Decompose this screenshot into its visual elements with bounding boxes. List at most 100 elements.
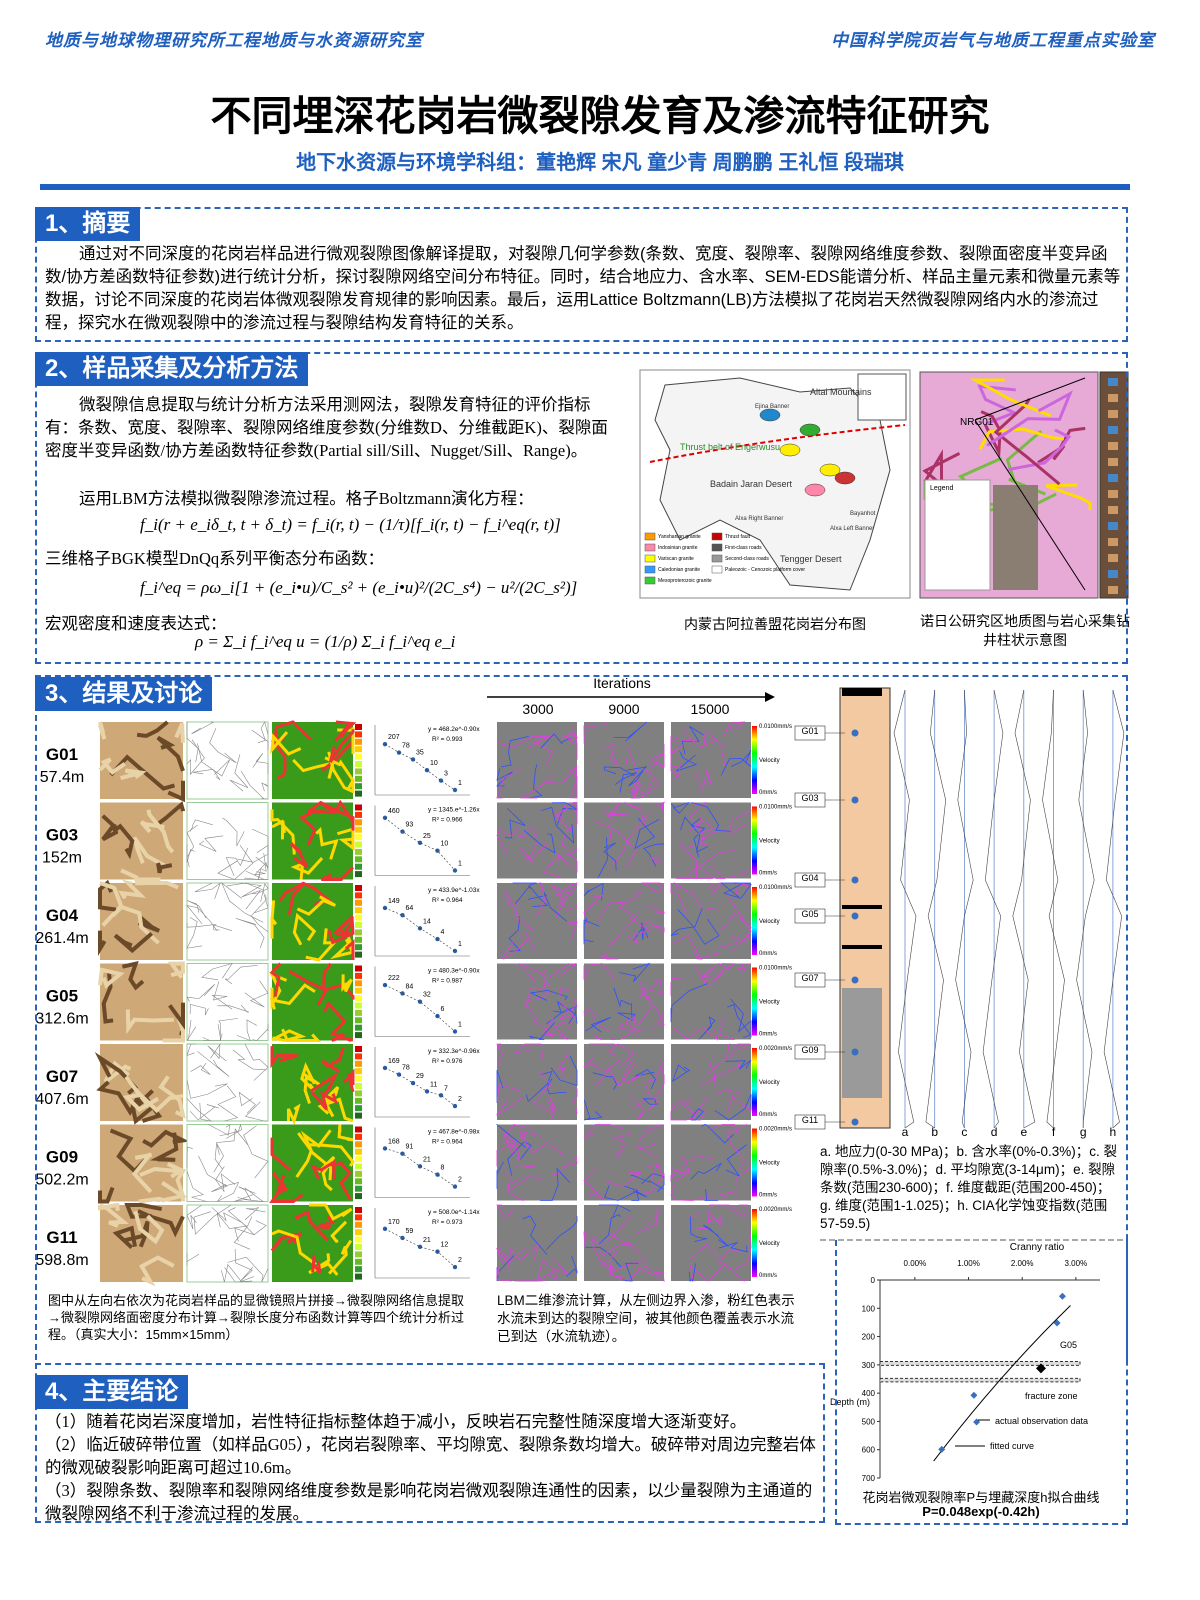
header-rule [40, 184, 1130, 190]
color-scale [355, 929, 362, 936]
texture-line [328, 729, 355, 764]
texture-line [330, 1032, 354, 1042]
count-label: 2 [458, 1257, 462, 1264]
texture-line [712, 1016, 736, 1040]
fracture-trace [186, 963, 269, 1041]
texture-line [690, 1108, 704, 1121]
texture-line [216, 1128, 248, 1155]
texture-line [653, 1063, 665, 1101]
texture-line [690, 1216, 708, 1242]
texture-line [271, 1171, 289, 1197]
color-scale [355, 738, 362, 745]
fracture-trace [186, 1043, 269, 1122]
texture-line [318, 1215, 336, 1230]
color-scale [355, 724, 362, 730]
legend-swatch [644, 576, 656, 585]
core-segment [1108, 586, 1118, 594]
column-letter: e [1020, 1125, 1027, 1139]
texture-line [212, 924, 232, 932]
legend-label: Yanshanian granite [658, 534, 701, 540]
texture-line [680, 816, 709, 853]
granite-body [799, 423, 821, 437]
texture-line [734, 1224, 752, 1270]
core-segment [1108, 506, 1118, 514]
log-curve [925, 689, 947, 1129]
well-label: G09 [801, 1045, 818, 1055]
color-scale [355, 1148, 362, 1155]
texture-line [271, 1029, 307, 1043]
fit-equation: y = 332.3e^-0.96x [428, 1048, 480, 1055]
texture-line [308, 1253, 339, 1276]
texture-line [216, 1212, 253, 1229]
well-label: G11 [802, 1115, 818, 1125]
texture-line [496, 1132, 517, 1167]
color-scale [355, 899, 362, 906]
texture-line [550, 1055, 578, 1087]
texture-line [317, 1155, 336, 1192]
sample-id: G03 [46, 826, 78, 845]
core-photo [993, 485, 1038, 590]
texture-line [125, 1009, 174, 1035]
texture-line [747, 963, 752, 966]
texture-line [641, 1173, 665, 1192]
color-scale [355, 1017, 362, 1024]
fracture-band [842, 945, 882, 949]
texture-line [523, 829, 556, 854]
texture-line [226, 882, 269, 914]
texture-line [98, 721, 107, 740]
texture-line [720, 758, 752, 776]
figure-caption: 诺日公研究区地质图与岩心采集钻井柱状示意图 [920, 613, 1130, 648]
count-label: 78 [402, 743, 410, 750]
color-scale [355, 1090, 362, 1097]
conclusions: （1）随着花岗岩深度增加，岩性特征指标整体趋于减小，反映岩石完整性随深度增大逐渐… [45, 1410, 820, 1525]
color-scale [355, 922, 362, 928]
map-outline [654, 377, 891, 591]
texture-line [677, 909, 720, 945]
texture-line [142, 1129, 190, 1148]
texture-line [281, 1028, 322, 1042]
fit-equation: y = 468.2e^-0.90x [428, 726, 480, 733]
texture-line [709, 882, 723, 896]
texture-line [671, 1064, 691, 1083]
core-segment [1108, 426, 1118, 434]
core-segment [1108, 490, 1118, 498]
texture-line [609, 1241, 646, 1274]
velocity-label: Velocity [759, 919, 780, 925]
texture-line [561, 807, 578, 847]
texture-line [593, 1060, 633, 1089]
texture-line [723, 882, 752, 899]
texture-line [702, 1224, 729, 1247]
trend-line [384, 1228, 456, 1268]
figure-caption: LBM二维渗流计算，从左侧边界入渗，粉红色表示水流未到达的裂隙空间，被其他颜色覆… [497, 1293, 795, 1344]
texture-line [595, 822, 637, 868]
texture-line [583, 894, 603, 928]
fit-r2: R² = 0.964 [432, 1139, 463, 1146]
texture-line [121, 960, 145, 991]
trend-line [384, 984, 456, 1032]
iteration-label: 9000 [608, 701, 639, 717]
texture-line [689, 816, 715, 835]
legend-label: Indosinian granite [658, 545, 698, 551]
texture-line [505, 1173, 543, 1191]
sample-location [851, 912, 859, 920]
lbm-frame [497, 1124, 577, 1201]
count-point [400, 991, 405, 996]
map-label: Badain Jaran Desert [710, 479, 793, 489]
color-scale [355, 1002, 362, 1009]
fracture-trace [186, 802, 269, 880]
color-scale [355, 965, 362, 972]
texture-line [636, 1162, 665, 1194]
texture-line [122, 1075, 160, 1113]
texture-line [540, 733, 571, 749]
lbm-frame [671, 1124, 751, 1201]
texture-line [186, 922, 217, 928]
texture-line [209, 727, 237, 764]
texture-line [707, 963, 736, 987]
texture-line [676, 750, 698, 772]
section-heading: 3、结果及讨论 [35, 677, 213, 711]
texture-line [634, 817, 660, 850]
fit-equation: y = 1345.e^-1.26x [428, 807, 480, 814]
core-segment [1108, 410, 1118, 418]
texture-line [636, 1207, 661, 1234]
granite-body [819, 463, 841, 477]
